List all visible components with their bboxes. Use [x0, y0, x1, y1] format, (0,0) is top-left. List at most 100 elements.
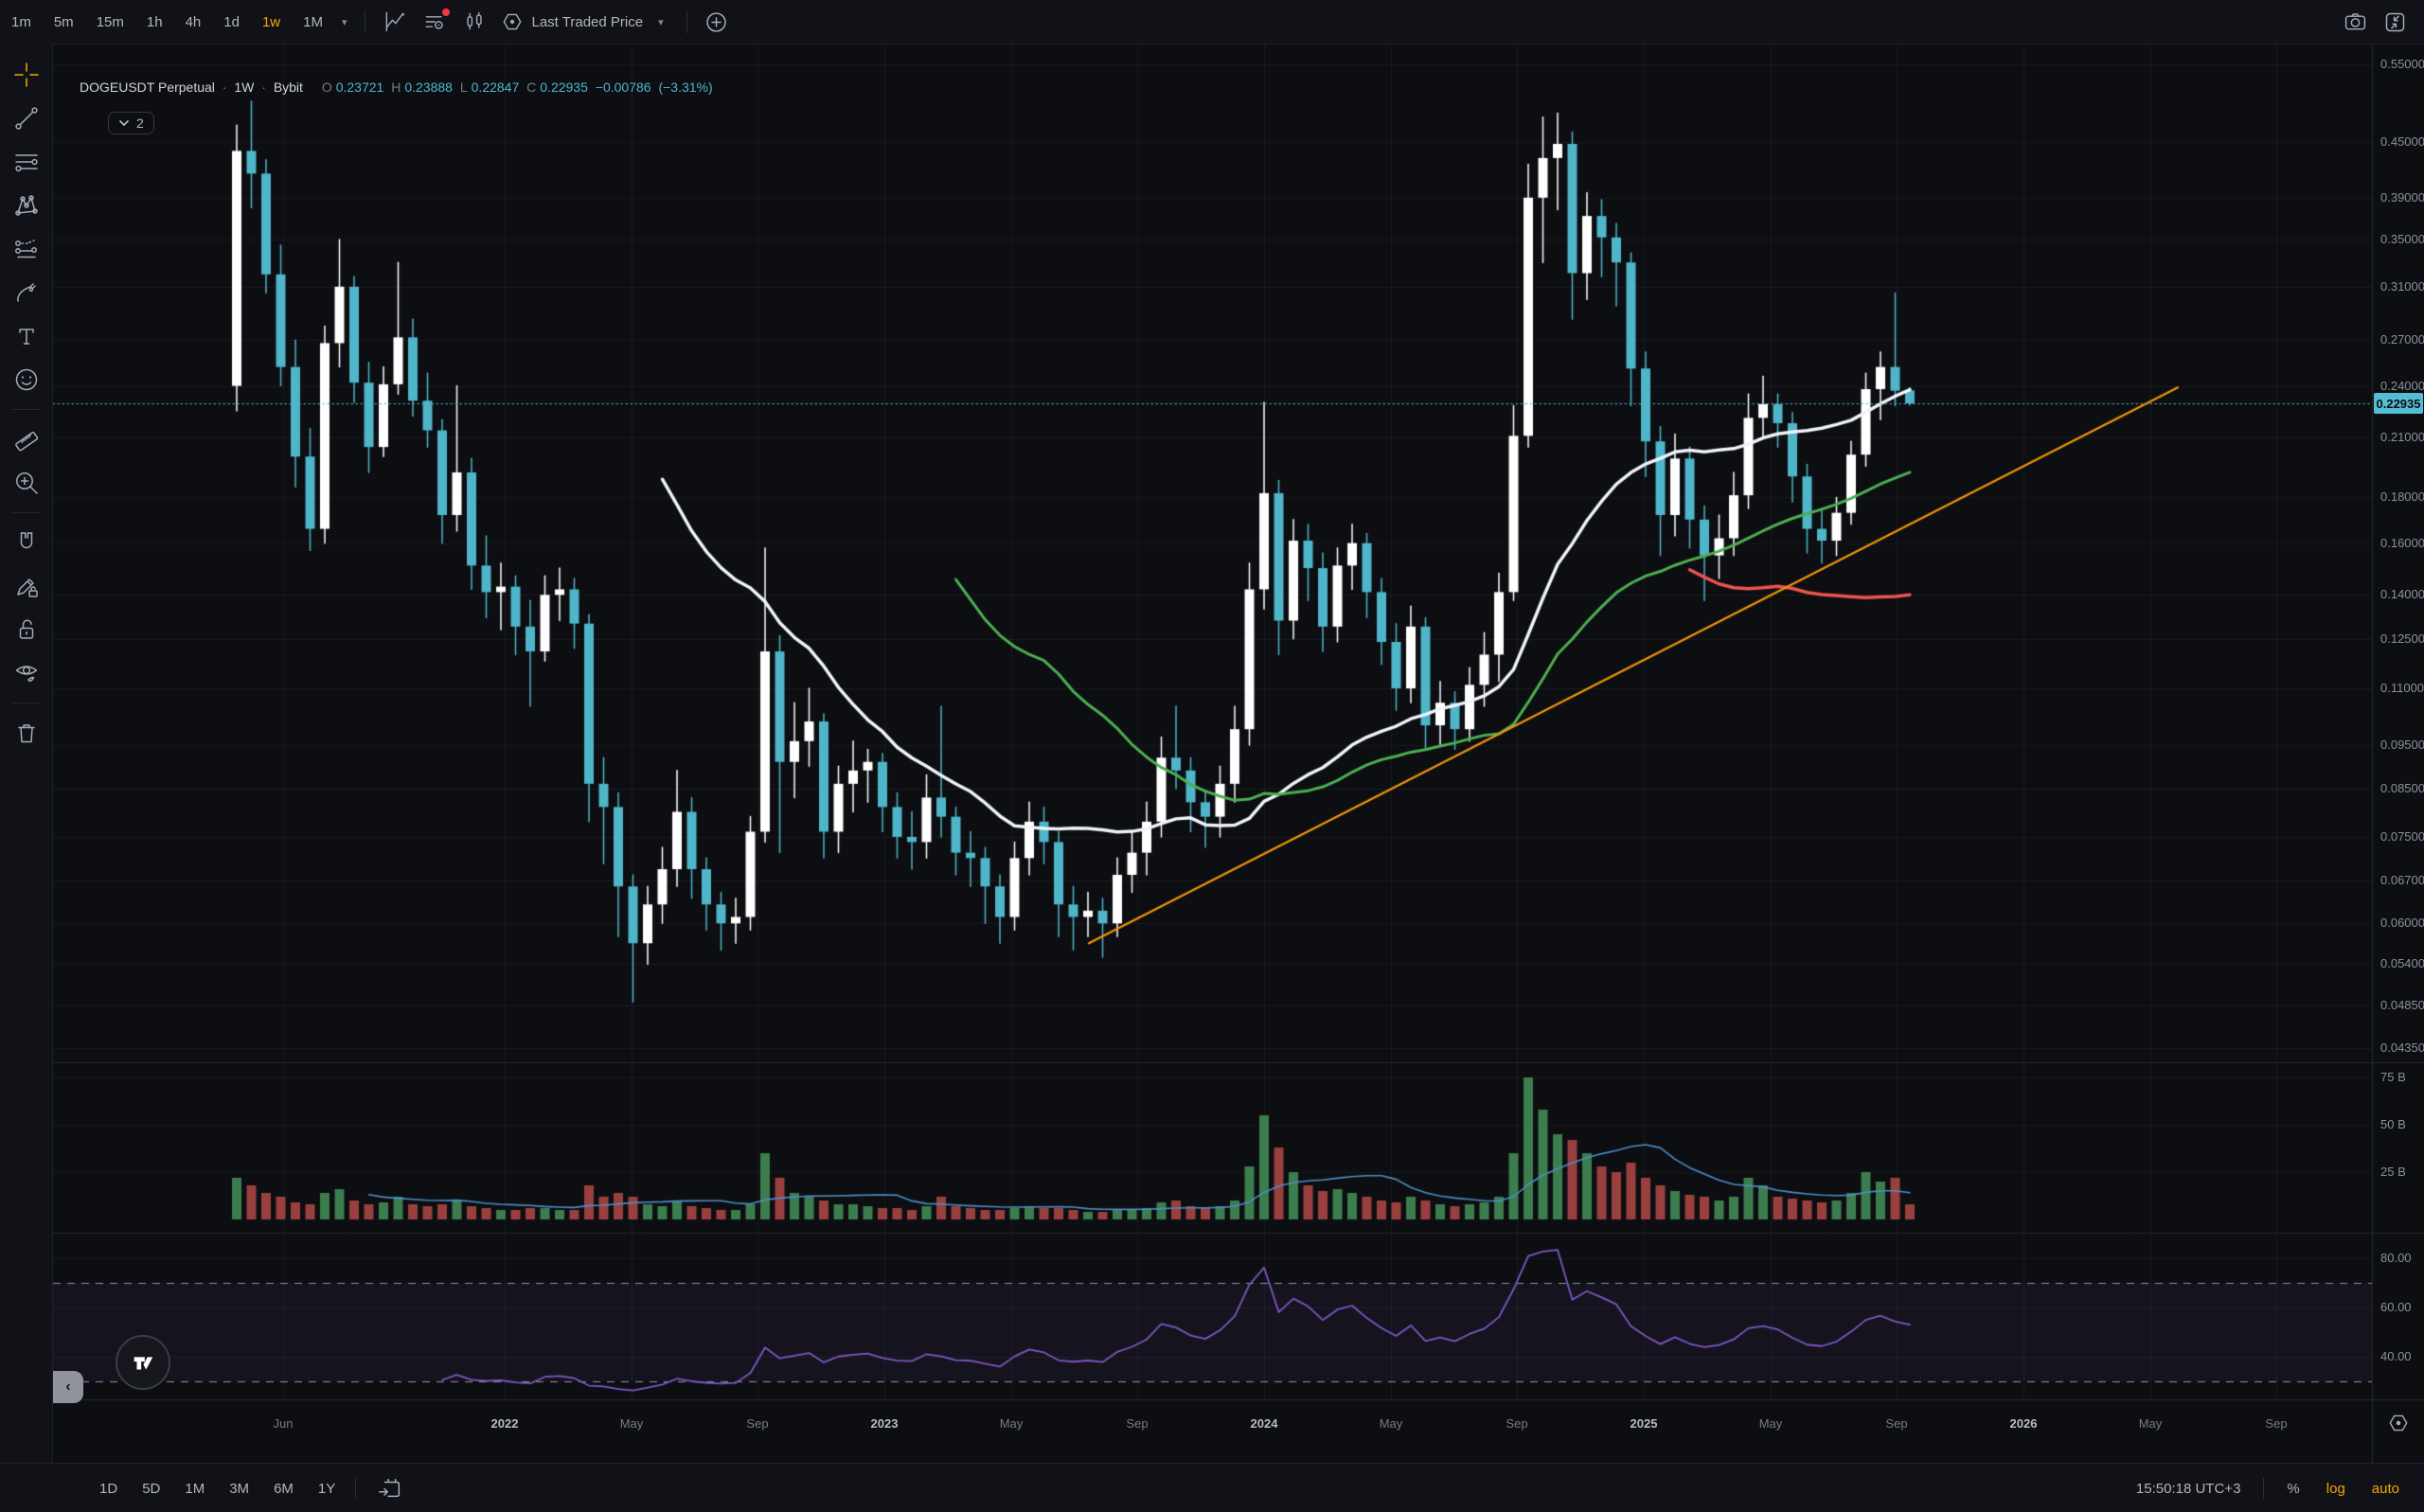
notification-dot — [441, 9, 450, 16]
time-tick-label: Sep — [1126, 1416, 1149, 1431]
fib-retracement-tool-icon[interactable] — [9, 144, 45, 180]
price-axis[interactable]: 0.55000 0.45000 0.39000 0.35000 0.31000 0.270… — [2372, 44, 2424, 1399]
compare-plus-icon[interactable] — [703, 8, 731, 36]
volume-tick-label: 25 B — [2380, 1165, 2406, 1179]
range-3m[interactable]: 3M — [229, 1480, 250, 1497]
interval-1h[interactable]: 1h — [146, 13, 163, 30]
symbol-legend[interactable]: DOGEUSDT Perpetual · 1W · Bybit O 0.23721… — [80, 80, 717, 95]
price-tick-label: 0.07500 — [2380, 828, 2424, 844]
volume-tick-label: 75 B — [2380, 1070, 2406, 1084]
time-axis[interactable]: Jun 2022 May Sep 2023 May Sep 2024 May Sep 2025 May… — [53, 1399, 2424, 1463]
price-tick-label: 0.12500 — [2380, 631, 2424, 646]
camera-icon[interactable] — [2341, 8, 2369, 36]
last-price-badge: 0.22935 — [2374, 393, 2423, 415]
volume-tick-label: 50 B — [2380, 1117, 2406, 1131]
line-chart-icon[interactable] — [381, 8, 409, 36]
price-tick-label: 0.24000 — [2380, 378, 2424, 393]
time-tick-label: Sep — [746, 1416, 769, 1431]
hidden-indicators-badge[interactable]: 2 — [108, 112, 154, 134]
time-tick-label: Sep — [2265, 1416, 2288, 1431]
toolbar-separator — [11, 409, 41, 410]
time-tick-label: May — [999, 1416, 1024, 1431]
interval-4h[interactable]: 4h — [185, 13, 202, 30]
symbol-interval: 1W — [234, 80, 255, 95]
range-1m[interactable]: 1M — [185, 1480, 205, 1497]
magnet-tool-icon[interactable] — [9, 525, 45, 560]
emoji-tool-icon[interactable] — [9, 362, 45, 398]
tradingview-logo[interactable] — [116, 1335, 170, 1390]
interval-1w[interactable]: 1w — [261, 13, 281, 30]
text-tool-icon[interactable] — [9, 318, 45, 354]
percent-scale-toggle[interactable]: % — [2287, 1480, 2300, 1497]
price-tick-label: 0.04350 — [2380, 1040, 2424, 1055]
ohlc-close-key: C — [526, 80, 537, 95]
range-6m[interactable]: 6M — [274, 1480, 294, 1497]
interval-15m[interactable]: 15m — [96, 13, 124, 30]
log-scale-toggle[interactable]: log — [2326, 1480, 2345, 1497]
price-tick-label: 0.39000 — [2380, 189, 2424, 205]
price-tick-label: 0.31000 — [2380, 278, 2424, 294]
time-tick-label: 2025 — [1630, 1416, 1658, 1431]
top-right-actions — [2335, 8, 2424, 36]
auto-scale-toggle[interactable]: auto — [2371, 1480, 2399, 1497]
price-source-label: Last Traded Price — [531, 13, 644, 30]
range-5d[interactable]: 5D — [142, 1480, 161, 1497]
drawing-lock-tool-icon[interactable] — [9, 568, 45, 604]
range-group: 1D 5D 1M 3M 6M 1Y — [0, 1475, 403, 1502]
axis-settings-gear-icon[interactable] — [2386, 1411, 2411, 1440]
go-to-date-icon[interactable] — [377, 1475, 403, 1502]
rsi-tick-label: 80.00 — [2380, 1251, 2412, 1265]
zoom-in-tool-icon[interactable] — [9, 465, 45, 501]
hide-drawings-tool-icon[interactable] — [9, 655, 45, 691]
price-tick-label: 0.05400 — [2380, 956, 2424, 971]
price-tick-label: 0.18000 — [2380, 489, 2424, 505]
hidden-indicators-count: 2 — [136, 116, 144, 131]
price-source-selector[interactable]: Last Traded Price ▾ — [494, 9, 677, 34]
toolbar-divider — [2263, 1478, 2265, 1499]
bottom-toolbar: 1D 5D 1M 3M 6M 1Y 15:50:18 UTC+3 % log a… — [0, 1463, 2424, 1512]
interval-5m[interactable]: 5m — [53, 13, 74, 30]
bottom-right-controls: 15:50:18 UTC+3 % log auto — [2125, 1478, 2424, 1499]
time-tick-label: 2022 — [490, 1416, 519, 1431]
interval-1M[interactable]: 1M — [303, 13, 323, 30]
interval-1m[interactable]: 1m — [11, 13, 31, 30]
panel-collapse-handle[interactable]: ‹ — [53, 1371, 83, 1403]
lock-all-tool-icon[interactable] — [9, 612, 45, 648]
interval-dropdown-caret-icon[interactable]: ▾ — [341, 16, 348, 28]
crosshair-tool-icon[interactable] — [9, 57, 45, 93]
price-tick-label: 0.09500 — [2380, 738, 2424, 753]
ruler-tool-icon[interactable] — [9, 421, 45, 457]
time-tick-label: Sep — [1885, 1416, 1908, 1431]
remove-drawings-tool-icon[interactable] — [9, 715, 45, 751]
projection-tool-icon[interactable] — [9, 231, 45, 267]
price-tick-label: 0.55000 — [2380, 57, 2424, 71]
indicators-icon[interactable] — [420, 8, 450, 36]
time-tick-label: 2023 — [870, 1416, 899, 1431]
separator-dot: · — [261, 80, 266, 95]
price-tick-label: 0.14000 — [2380, 587, 2424, 602]
clock[interactable]: 15:50:18 UTC+3 — [2135, 1480, 2241, 1497]
minimize-icon[interactable] — [2380, 8, 2409, 36]
separator-dot: · — [222, 80, 227, 95]
price-tick-label: 0.35000 — [2380, 232, 2424, 247]
range-1d[interactable]: 1D — [99, 1480, 118, 1497]
trend-line-tool-icon[interactable] — [9, 100, 45, 136]
ohlc-low-value: 0.22847 — [471, 80, 520, 95]
tv-logo-icon — [134, 1357, 153, 1370]
interval-1d[interactable]: 1d — [223, 13, 240, 30]
change-value: −0.00786 — [595, 80, 651, 95]
rsi-tick-label: 60.00 — [2380, 1300, 2412, 1314]
change-percent: (−3.31%) — [658, 80, 713, 95]
xabcd-pattern-tool-icon[interactable] — [9, 187, 45, 223]
ohlc-high-value: 0.23888 — [404, 80, 453, 95]
candles-style-icon[interactable] — [460, 8, 489, 36]
symbol-title: DOGEUSDT Perpetual — [80, 80, 215, 95]
time-tick-label: 2024 — [1250, 1416, 1278, 1431]
chevron-down-icon — [119, 120, 129, 127]
rsi-tick-label: 40.00 — [2380, 1349, 2412, 1363]
brush-tool-icon[interactable] — [9, 275, 45, 311]
range-1y[interactable]: 1Y — [317, 1480, 336, 1497]
ohlc-open-key: O — [321, 80, 332, 95]
